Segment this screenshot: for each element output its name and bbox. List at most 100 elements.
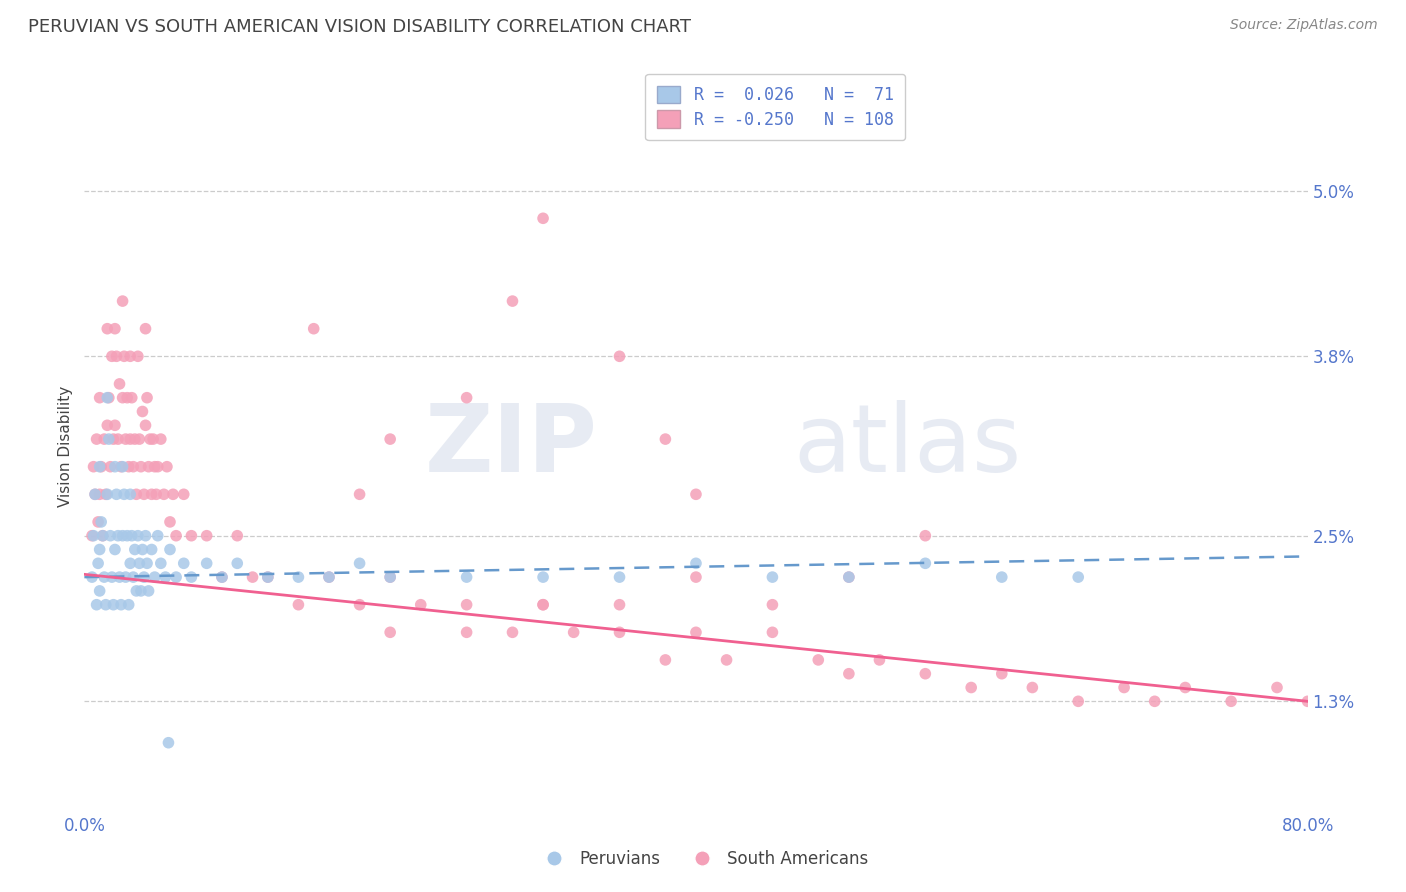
Point <box>143 459 166 474</box>
Point <box>89 487 111 501</box>
Point <box>105 487 128 501</box>
Point <box>83 459 105 474</box>
Point <box>242 570 264 584</box>
Point <box>145 487 167 501</box>
Point <box>287 598 309 612</box>
Point <box>531 598 554 612</box>
Point <box>96 487 118 501</box>
Point <box>211 570 233 584</box>
Point <box>98 459 121 474</box>
Point <box>1067 570 1090 584</box>
Point <box>122 570 145 584</box>
Text: ZIP: ZIP <box>425 400 598 492</box>
Point <box>94 598 117 612</box>
Point <box>111 391 134 405</box>
Point <box>654 432 676 446</box>
Point <box>609 625 631 640</box>
Point <box>502 294 524 309</box>
Point <box>318 570 340 584</box>
Point <box>685 557 707 571</box>
Point <box>1021 681 1043 695</box>
Point <box>654 653 676 667</box>
Text: Source: ZipAtlas.com: Source: ZipAtlas.com <box>1230 18 1378 32</box>
Point <box>531 598 554 612</box>
Point <box>165 529 187 543</box>
Point <box>838 666 860 681</box>
Point <box>111 294 134 309</box>
Point <box>91 529 114 543</box>
Point <box>807 653 830 667</box>
Point <box>114 570 136 584</box>
Point <box>226 557 249 571</box>
Point <box>127 349 149 363</box>
Point <box>90 515 112 529</box>
Point <box>129 459 152 474</box>
Point <box>120 487 142 501</box>
Point <box>716 653 738 667</box>
Point <box>84 487 107 501</box>
Point <box>89 542 111 557</box>
Point <box>103 432 125 446</box>
Point <box>914 529 936 543</box>
Point <box>761 598 783 612</box>
Point <box>128 557 150 571</box>
Point <box>195 529 218 543</box>
Point <box>149 432 172 446</box>
Point <box>180 570 202 584</box>
Point <box>141 542 163 557</box>
Point <box>1265 681 1288 695</box>
Point <box>111 529 134 543</box>
Point <box>349 557 371 571</box>
Point <box>96 321 118 335</box>
Point <box>685 570 707 584</box>
Point <box>105 349 128 363</box>
Point <box>380 570 402 584</box>
Point <box>991 570 1014 584</box>
Point <box>142 432 165 446</box>
Point <box>107 432 129 446</box>
Point <box>120 432 142 446</box>
Point <box>609 598 631 612</box>
Point <box>869 653 891 667</box>
Point <box>84 487 107 501</box>
Point <box>349 487 371 501</box>
Point <box>157 736 180 750</box>
Point <box>149 557 172 571</box>
Point <box>128 432 150 446</box>
Point <box>156 459 179 474</box>
Point <box>114 432 136 446</box>
Point <box>97 432 120 446</box>
Point <box>173 487 195 501</box>
Point <box>110 598 132 612</box>
Point <box>146 459 169 474</box>
Point <box>131 542 153 557</box>
Point <box>914 666 936 681</box>
Point <box>1296 694 1319 708</box>
Point <box>139 432 162 446</box>
Point <box>89 583 111 598</box>
Point <box>685 625 707 640</box>
Point <box>131 404 153 418</box>
Point <box>112 349 135 363</box>
Point <box>135 418 157 433</box>
Point <box>562 625 585 640</box>
Point <box>120 349 142 363</box>
Point <box>87 515 110 529</box>
Point <box>531 570 554 584</box>
Point <box>456 570 478 584</box>
Point <box>96 418 118 433</box>
Point <box>1174 681 1197 695</box>
Point <box>136 391 159 405</box>
Point <box>104 459 127 474</box>
Point <box>129 583 152 598</box>
Point <box>94 487 117 501</box>
Point <box>226 529 249 543</box>
Point <box>609 349 631 363</box>
Point <box>409 598 432 612</box>
Point <box>257 570 280 584</box>
Point <box>87 557 110 571</box>
Point <box>104 418 127 433</box>
Point <box>97 391 120 405</box>
Legend: Peruvians, South Americans: Peruvians, South Americans <box>531 844 875 875</box>
Point <box>89 459 111 474</box>
